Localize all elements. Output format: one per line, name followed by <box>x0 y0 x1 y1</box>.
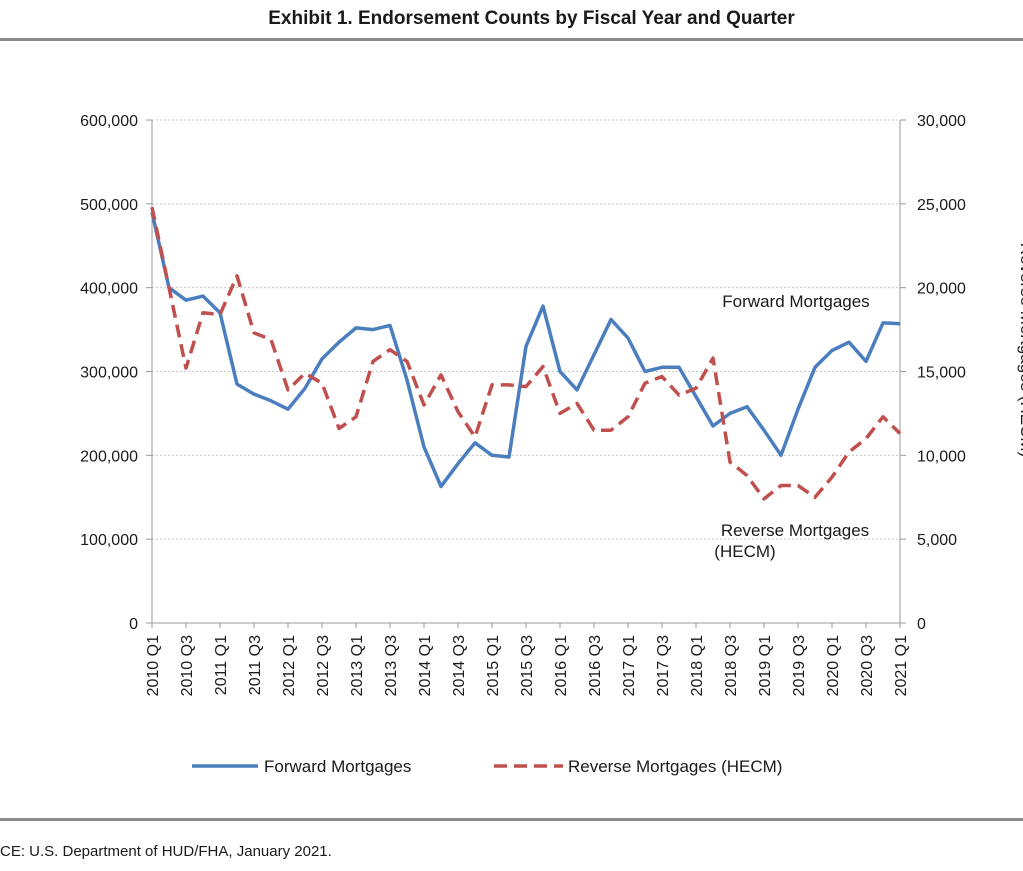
gridlines <box>152 119 900 540</box>
x-tick-label: 2015 Q3 <box>519 635 536 696</box>
left-tick-label: 400,000 <box>80 281 138 298</box>
right-tick-label: 25,000 <box>917 197 966 214</box>
left-tick-label: 300,000 <box>80 365 138 382</box>
annotations: Forward Mortgages Reverse Mortgages (HECM) <box>714 292 869 561</box>
x-tick-label: 2011 Q3 <box>247 635 264 695</box>
left-tick-label: 600,000 <box>80 113 138 130</box>
x-tick-label: 2019 Q1 <box>757 635 774 696</box>
right-tick-label: 30,000 <box>917 113 966 130</box>
bottom-rule <box>0 818 1023 821</box>
right-tick-label: 15,000 <box>917 365 966 382</box>
x-tick-label: 2016 Q1 <box>553 635 570 696</box>
right-tick-label: 0 <box>917 616 926 633</box>
x-tick-label: 2016 Q3 <box>587 635 604 696</box>
x-tick-label: 2010 Q3 <box>179 635 196 696</box>
source-note: CE: U.S. Department of HUD/FHA, January … <box>0 843 332 860</box>
legend: Forward Mortgages Reverse Mortgages (HECM… <box>192 757 782 776</box>
series <box>150 206 902 501</box>
right-tick-label: 10,000 <box>917 448 966 465</box>
endorsement-line-chart: 0 0 100,000 5,000 200,000 10,000 300,000 15,000… <box>80 113 1023 776</box>
right-tick-label: 5,000 <box>917 532 957 549</box>
left-tick-label: 0 <box>129 616 138 633</box>
x-tick-label: 2012 Q1 <box>281 635 298 696</box>
x-tick-label: 2012 Q3 <box>315 635 332 696</box>
axes: 0 0 100,000 5,000 200,000 10,000 300,000 15,000… <box>80 113 1023 696</box>
left-tick-label: 200,000 <box>80 448 138 465</box>
annotation-reverse: Reverse Mortgages <box>721 521 869 540</box>
x-tick-label: 2018 Q1 <box>689 635 706 696</box>
top-rule <box>0 38 1023 41</box>
x-tick-label: 2010 Q1 <box>145 635 162 696</box>
x-tick-label: 2013 Q1 <box>349 635 366 696</box>
x-tick-label: 2018 Q3 <box>723 635 740 696</box>
right-tick-label: 20,000 <box>917 281 966 298</box>
x-tick-label: 2015 Q1 <box>485 635 502 696</box>
annotation-reverse-hecm: (HECM) <box>714 542 775 561</box>
x-tick-label: 2020 Q1 <box>825 635 842 696</box>
x-tick-label: 2019 Q3 <box>791 635 808 696</box>
x-tick-label: 2011 Q1 <box>213 635 230 695</box>
x-tick-label: 2014 Q1 <box>417 635 434 696</box>
x-tick-label: 2021 Q1 <box>893 635 910 696</box>
left-tick-label: 500,000 <box>80 197 138 214</box>
forward-mortgages-line <box>150 211 901 489</box>
right-axis-title: Reverse Mortgages (HECM) <box>1017 243 1023 457</box>
x-tick-label: 2017 Q3 <box>655 635 672 696</box>
chart-title: Exhibit 1. Endorsement Counts by Fiscal … <box>268 8 795 29</box>
x-tick-label: 2017 Q1 <box>621 635 638 696</box>
reverse-mortgages-line <box>150 206 902 501</box>
x-tick-label: 2014 Q3 <box>451 635 468 696</box>
legend-label-forward: Forward Mortgages <box>264 757 411 776</box>
x-tick-label: 2013 Q3 <box>383 635 400 696</box>
x-tick-label: 2020 Q3 <box>859 635 876 696</box>
left-tick-label: 100,000 <box>80 532 138 549</box>
legend-label-reverse: Reverse Mortgages (HECM) <box>568 757 782 776</box>
annotation-forward: Forward Mortgages <box>722 292 869 311</box>
